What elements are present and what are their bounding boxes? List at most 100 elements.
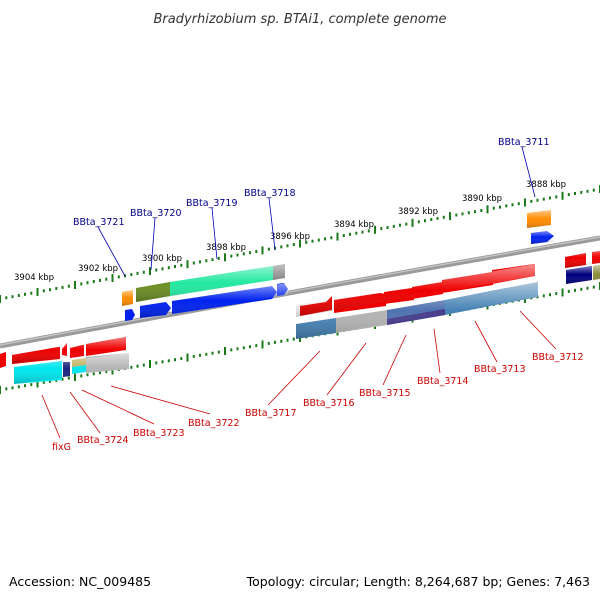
gene-label[interactable]: BBta_3718 [244,188,296,199]
gene-gloss [531,230,554,244]
major-tick [299,239,301,248]
label-leader [326,342,367,396]
gene-label[interactable]: BBta_3713 [474,364,526,375]
minor-tick [280,339,283,343]
minor-tick [311,239,314,243]
major-tick [336,232,339,241]
minor-tick [324,237,326,241]
major-tick [149,267,151,276]
minor-tick [161,360,164,364]
minor-tick [155,268,158,272]
gene-label[interactable]: BBta_3712 [532,352,584,363]
gene-gloss [296,282,538,339]
major-tick [224,347,226,355]
gene-feature[interactable] [125,309,135,321]
minor-tick [61,285,64,289]
forward-gene-labels: BBta_3721 BBta_3720 BBta_3719 BBta_3718 … [73,137,550,277]
minor-tick [130,273,133,277]
gene-gloss [12,335,126,364]
minor-tick [230,348,233,352]
major-tick [111,274,114,283]
major-tick [149,360,151,368]
minor-tick [317,238,320,242]
gene-gloss [527,210,551,228]
forward-strand-features [122,210,600,321]
gene-label[interactable]: BBta_3714 [417,376,469,387]
minor-tick [286,244,289,248]
label-leader [97,226,126,277]
minor-tick [5,296,8,300]
gene-label[interactable]: BBta_3719 [186,198,238,209]
minor-tick [386,226,389,229]
minor-tick [567,289,570,293]
minor-tick [136,271,139,275]
minor-tick [417,220,420,224]
minor-tick [474,210,476,214]
minor-tick [542,294,545,298]
minor-tick [167,359,170,363]
gene-label[interactable]: BBta_3720 [130,208,182,219]
minor-tick [80,374,83,378]
major-tick [524,198,526,207]
major-tick [0,295,1,303]
minor-tick [236,347,239,351]
minor-tick [392,224,395,228]
minor-tick [174,358,176,362]
minor-tick [180,263,183,267]
minor-tick [17,385,20,389]
scale-ticks-upper [0,185,600,303]
gene-label[interactable]: BBta_3724 [77,435,129,446]
major-tick [74,281,76,289]
minor-tick [549,196,551,200]
scale-label: 3904 kbp [14,273,54,283]
minor-tick [155,361,158,365]
minor-tick [67,284,70,288]
genome-backbone [0,235,600,349]
minor-tick [492,206,495,210]
gene-label[interactable]: BBta_3715 [359,388,411,399]
minor-tick [211,351,214,355]
gene-label[interactable]: BBta_3717 [245,408,297,419]
minor-tick [142,363,145,367]
page-title: Bradyrhizobium sp. BTAi1, complete genom… [153,12,446,27]
minor-tick [249,345,251,349]
gene-label[interactable]: BBta_3711 [498,137,550,148]
minor-tick [361,230,364,234]
minor-tick [92,372,95,376]
minor-tick [380,227,383,231]
label-leader [519,310,557,350]
minor-tick [592,188,595,192]
minor-tick [555,195,558,199]
scale-label: 3890 kbp [462,194,502,204]
label-leader [41,394,61,439]
gene-label[interactable]: BBta_3722 [188,418,240,429]
minor-tick [217,350,220,354]
gene-label[interactable]: BBta_3716 [303,398,355,409]
gene-gloss [136,264,285,302]
minor-tick [499,205,501,209]
minor-tick [517,202,520,206]
reverse-gene-labels: fixG BBta_3724 BBta_3723 BBta_3722 BBta_… [41,310,584,453]
minor-tick [161,267,164,271]
minor-tick [330,236,333,240]
minor-tick [192,261,195,265]
minor-tick [211,258,214,262]
scale-label: 3892 kbp [398,207,438,217]
gene-label[interactable]: fixG [52,442,71,453]
minor-tick [461,212,464,216]
label-leader [110,385,211,415]
minor-tick [49,379,51,383]
minor-tick [255,344,258,348]
minor-tick [117,275,120,279]
reverse-strand-features [0,247,600,384]
gene-label[interactable]: BBta_3723 [133,428,185,439]
gene-feature[interactable] [0,352,6,368]
minor-tick [280,245,283,249]
minor-tick [292,337,295,341]
minor-tick [542,197,545,201]
label-leader [433,328,441,374]
minor-tick [192,354,195,358]
label-leader [211,207,218,260]
gene-label[interactable]: BBta_3721 [73,217,125,228]
